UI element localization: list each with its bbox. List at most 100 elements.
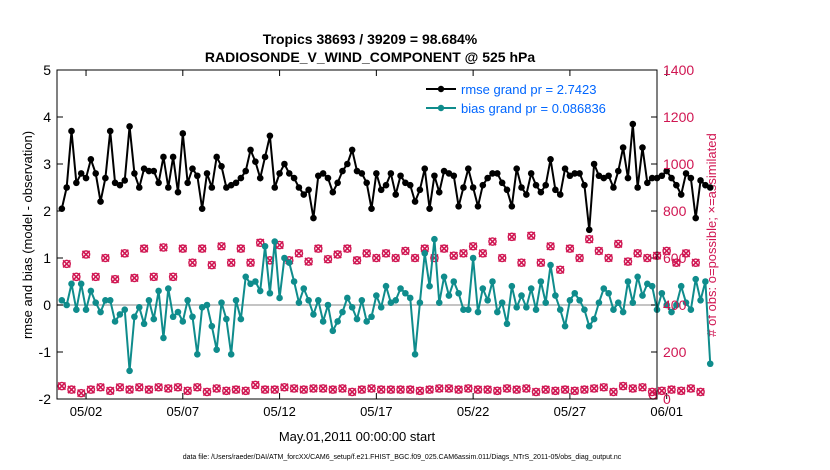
obs-assimilated-point — [483, 385, 492, 394]
y-left-tick-label: 5 — [43, 62, 51, 78]
rmse-point — [218, 163, 225, 170]
rmse-point — [411, 198, 419, 205]
obs-possible-point — [105, 386, 115, 396]
bias-point — [561, 322, 569, 330]
x-tick-label: 05/22 — [457, 404, 490, 419]
obs-assimilated-point — [318, 384, 328, 393]
obs-assimilated-point — [677, 386, 686, 395]
bias-point — [218, 299, 225, 306]
obs-assimilated-point — [531, 387, 541, 397]
obs-possible-point — [333, 250, 342, 259]
bias-point — [281, 254, 288, 262]
bias-point — [460, 306, 467, 314]
bias-point — [164, 285, 172, 292]
bias-point — [392, 297, 400, 304]
rmse-point — [435, 188, 443, 196]
bias-point — [605, 289, 612, 297]
bias-point — [697, 297, 704, 304]
obs-possible-point — [255, 238, 265, 248]
obs-possible-point — [110, 274, 120, 284]
bias-point — [377, 304, 385, 311]
obs-assimilated-point — [672, 258, 681, 267]
bias-point — [358, 297, 366, 304]
obs-assimilated-point — [420, 244, 429, 253]
obs-assimilated-point — [551, 386, 560, 395]
legend-rmse-label: rmse grand pr = 2.7423 — [461, 82, 597, 97]
obs-possible-point — [623, 257, 633, 266]
obs-assimilated-point — [197, 244, 207, 253]
obs-assimilated-point — [139, 244, 149, 253]
obs-possible-point — [183, 386, 192, 396]
obs-possible-point — [309, 384, 318, 393]
obs-possible-point — [125, 385, 134, 394]
bias-point — [145, 297, 153, 304]
obs-assimilated-point — [628, 384, 637, 393]
obs-possible-point — [555, 265, 565, 275]
bias-point — [334, 318, 341, 325]
obs-possible-point — [570, 386, 580, 396]
bias-point — [571, 289, 579, 297]
obs-possible-point — [512, 385, 521, 394]
axis-tick-layer — [57, 69, 668, 400]
rmse-point — [290, 174, 298, 182]
obs-assimilated-point — [72, 272, 81, 281]
obs-possible-point — [381, 248, 391, 258]
bias-point — [523, 304, 530, 311]
obs-possible-point — [251, 380, 260, 390]
obs-assimilated-point — [328, 385, 337, 394]
obs-possible-point — [154, 382, 163, 392]
obs-possible-point — [236, 244, 246, 253]
obs-possible-point — [386, 385, 396, 394]
obs-assimilated-point — [691, 258, 700, 267]
obs-assimilated-point — [696, 387, 705, 397]
rmse-point — [474, 203, 482, 210]
rmse-point — [373, 170, 380, 177]
rmse-point — [431, 172, 438, 180]
rmse-point — [252, 158, 259, 165]
obs-possible-point — [526, 231, 536, 240]
obs-assimilated-point — [168, 272, 178, 281]
bias-point — [508, 282, 516, 290]
obs-assimilated-point — [343, 244, 352, 253]
obs-assimilated-point — [517, 258, 526, 267]
obs-possible-point — [178, 244, 188, 253]
rmse-point — [455, 203, 462, 210]
bias-point — [702, 278, 709, 285]
rmse-point — [329, 188, 337, 196]
rmse-point — [348, 146, 356, 154]
rmse-point — [194, 172, 201, 180]
obs-possible-point — [357, 385, 367, 394]
obs-possible-point — [575, 253, 584, 263]
bias-point — [63, 301, 70, 309]
obs-possible-point — [691, 258, 701, 268]
bias-point — [489, 278, 496, 285]
bias-point — [435, 299, 443, 306]
obs-possible-point — [463, 384, 473, 393]
bias-point — [310, 311, 317, 318]
obs-possible-point — [396, 385, 405, 394]
obs-possible-point — [696, 387, 705, 397]
obs-assimilated-point — [556, 265, 565, 274]
obs-assimilated-point — [309, 384, 318, 393]
obs-assimilated-point — [357, 385, 367, 394]
bias-point — [518, 292, 525, 299]
obs-assimilated-point — [338, 384, 347, 393]
obs-assimilated-point — [497, 253, 507, 263]
rmse-point — [271, 184, 279, 191]
obs-possible-point — [599, 382, 609, 392]
bias-point — [682, 299, 690, 306]
obs-possible-point — [144, 385, 154, 394]
obs-assimilated-point — [570, 386, 579, 395]
bias-point — [402, 289, 409, 297]
bias-point — [639, 292, 646, 299]
obs-assimilated-point — [130, 273, 139, 283]
obs-possible-point — [522, 384, 531, 393]
obs-assimilated-point — [614, 239, 623, 249]
bias-point — [140, 320, 148, 328]
y-left-tick-label: 2 — [43, 203, 51, 219]
obs-possible-point — [139, 244, 149, 253]
obs-assimilated-point — [410, 253, 420, 263]
bias-point — [169, 313, 177, 321]
obs-assimilated-point — [212, 384, 221, 393]
bias-point — [692, 275, 700, 283]
